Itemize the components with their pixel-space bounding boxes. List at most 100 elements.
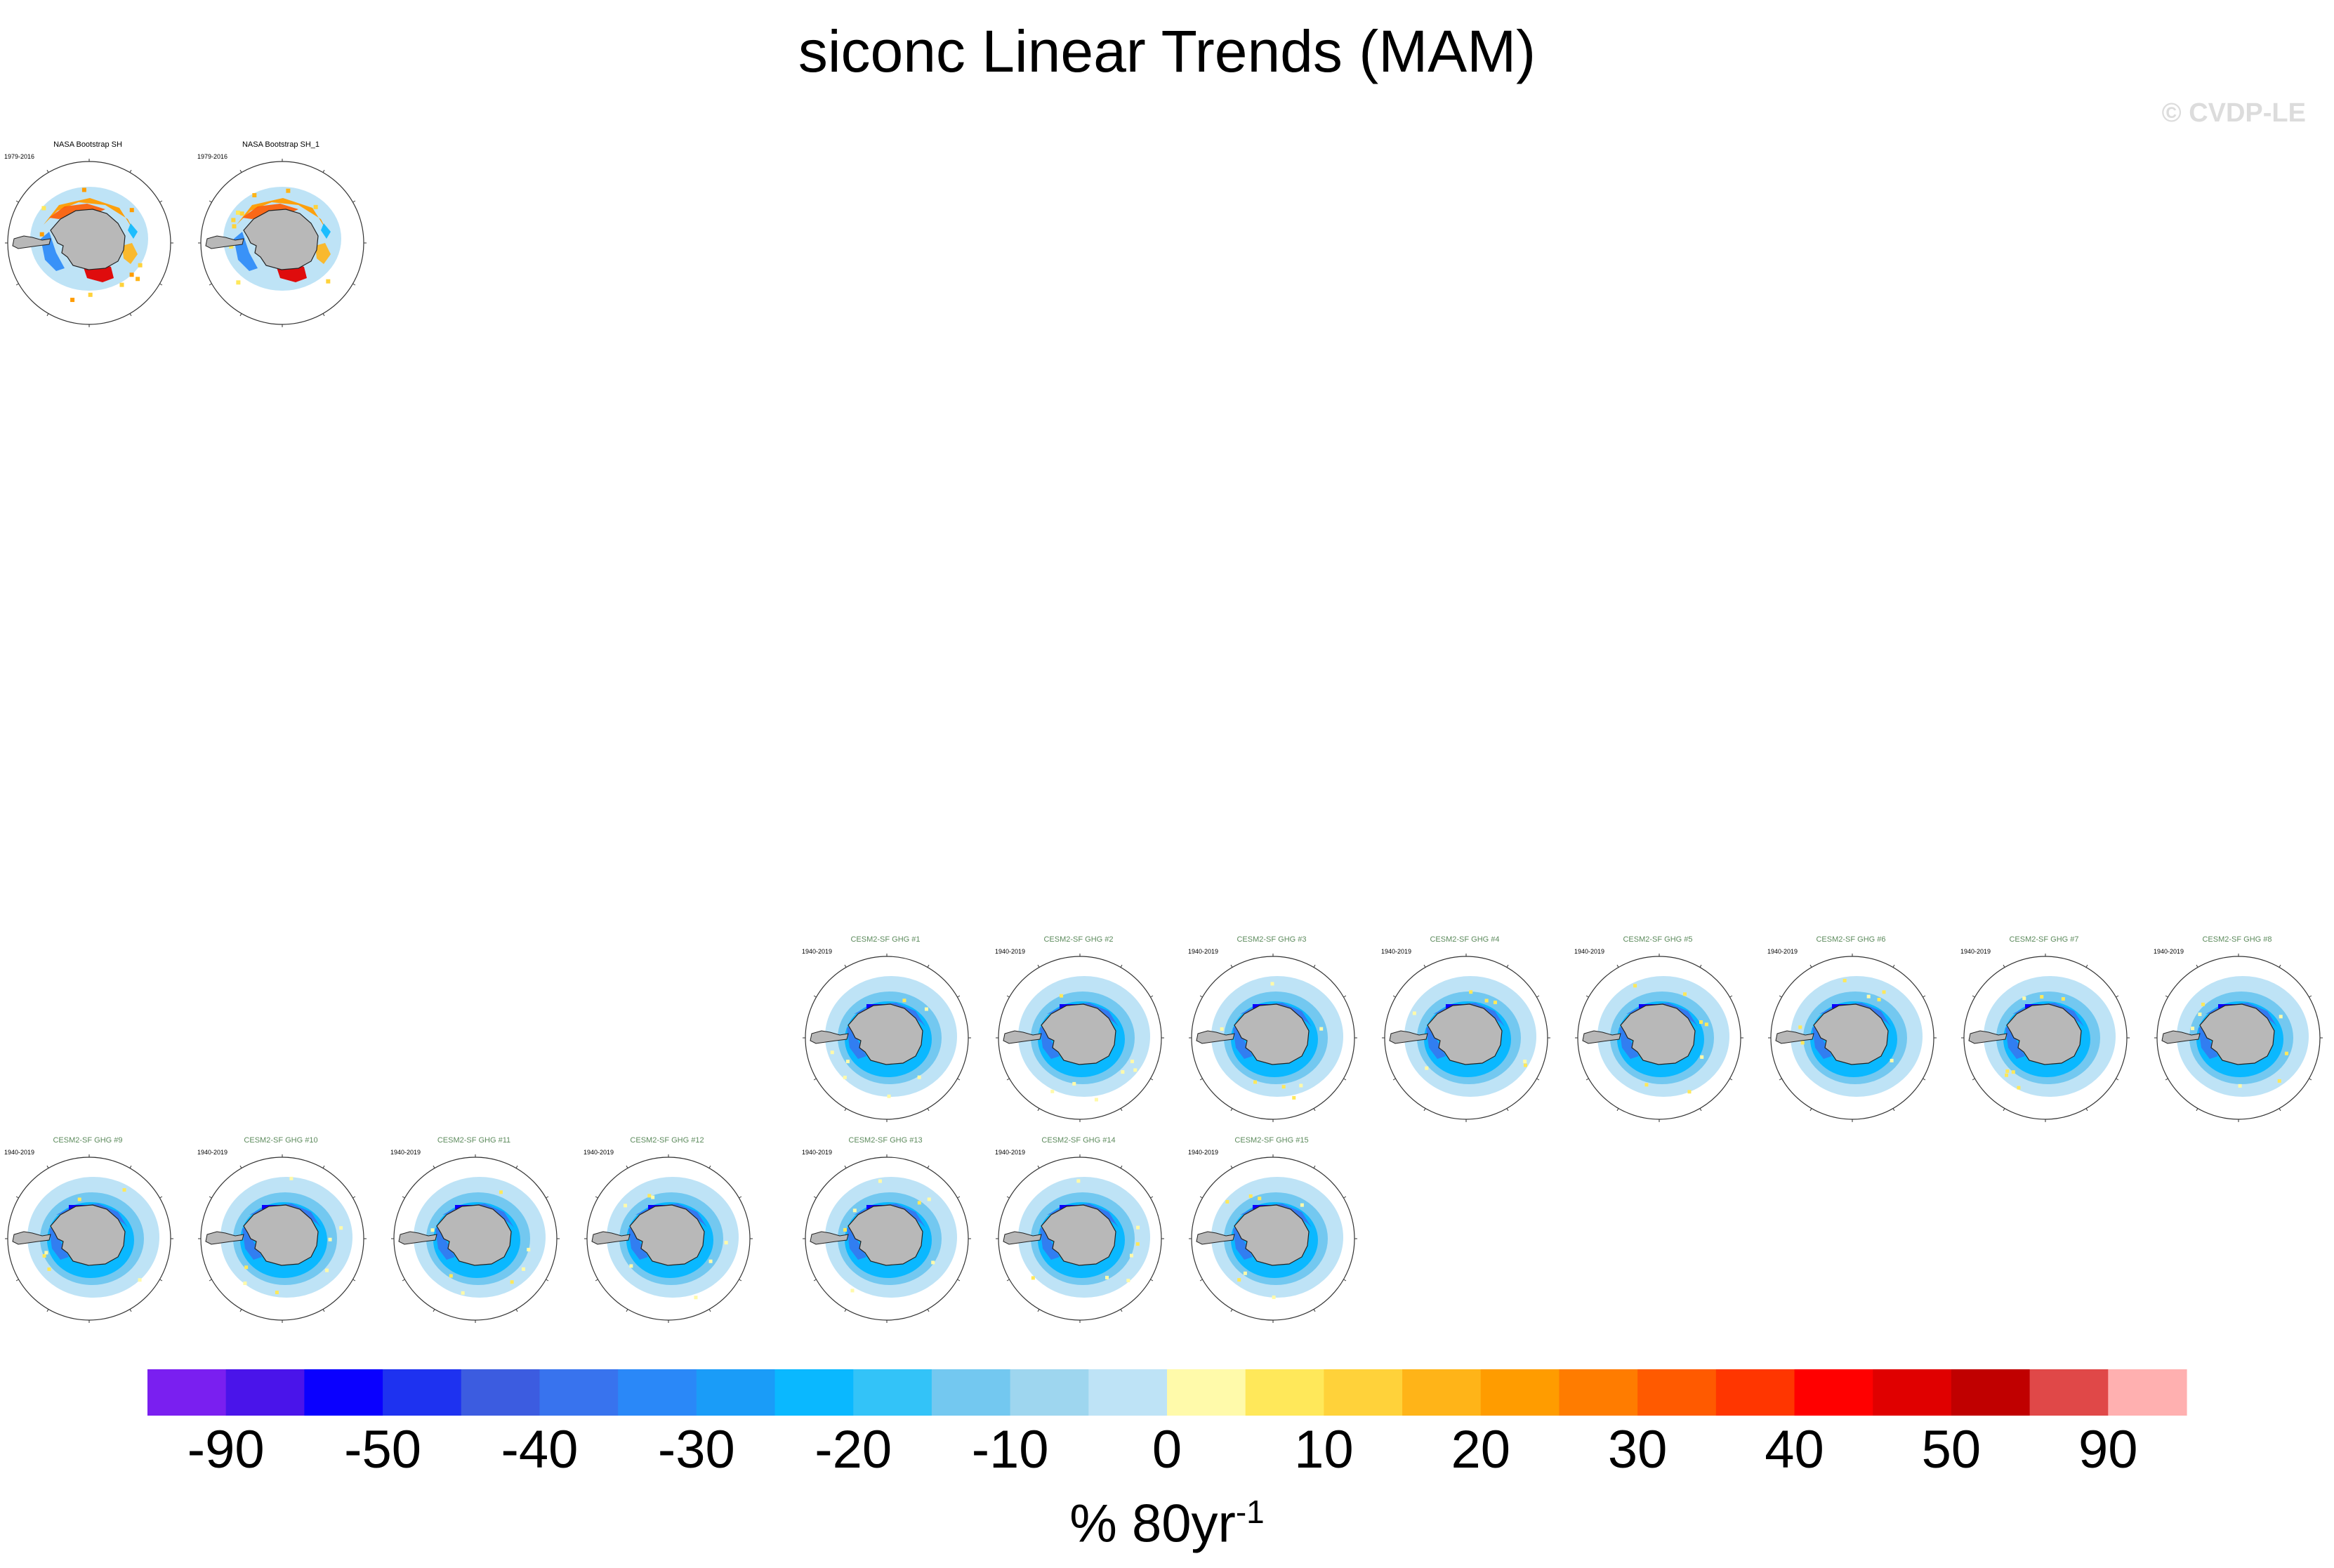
meridian-tick (957, 1279, 961, 1282)
meridian-tick (2309, 1078, 2312, 1081)
panel-period: 1940-2019 (197, 1149, 228, 1156)
antarctica-landmass (2006, 1003, 2082, 1065)
chart-title: siconc Linear Trends (MAM) (798, 18, 1536, 84)
antarctica-landmass (848, 1204, 923, 1266)
trend-cell (229, 244, 234, 249)
trend-cell (694, 1296, 698, 1300)
colorbar-tick-label: 50 (1922, 1420, 1982, 1475)
meridian-tick (1150, 1078, 1154, 1081)
meridian-tick (209, 1196, 212, 1199)
trend-cell (1253, 1080, 1258, 1084)
colorbar-tick-label: 90 (2078, 1420, 2138, 1475)
meridian-tick (1536, 1078, 1540, 1081)
trend-cell (1412, 1011, 1416, 1015)
meridian-tick (2279, 964, 2281, 968)
colorbar-swatch (461, 1369, 541, 1416)
meridian-tick (1343, 995, 1347, 998)
meridian-tick (159, 1279, 163, 1282)
panel-period: 1940-2019 (1574, 948, 1605, 955)
strong-negative-region (1619, 1024, 1639, 1059)
meridian-tick (1506, 964, 1509, 968)
trend-cell (1281, 1085, 1286, 1089)
meridian-tick (844, 964, 847, 968)
trend-cell (2284, 1051, 2288, 1055)
meridian-tick (15, 200, 19, 203)
meridian-tick (927, 1309, 930, 1312)
trend-cell (286, 188, 291, 193)
map-panel: CESM2-SF GHG #15 1940-2019 (1184, 1136, 1359, 1326)
trend-cell (244, 1265, 249, 1270)
trend-cell (1319, 1027, 1324, 1031)
map-panel: CESM2-SF GHG #10 1940-2019 (193, 1136, 369, 1326)
trend-cell (1121, 1070, 1125, 1074)
strong-negative-region (1040, 1024, 1060, 1059)
antarctica-landmass (629, 1204, 705, 1266)
colorbar-swatch (618, 1369, 697, 1416)
meridian-tick (46, 1165, 49, 1168)
meridian-tick (2279, 1108, 2281, 1112)
trend-cell (1060, 994, 1064, 998)
meridian-tick (46, 313, 49, 317)
trend-cell (629, 1264, 633, 1268)
trend-cell (136, 277, 140, 282)
panel-title: NASA Bootstrap SH (53, 140, 122, 149)
meridian-tick (1313, 1165, 1316, 1168)
polar-map (996, 954, 1164, 1122)
colorbar-swatch (1480, 1369, 1560, 1416)
meridian-tick (2309, 995, 2312, 998)
meridian-tick (2003, 964, 2005, 968)
strong-negative-region (242, 1225, 262, 1260)
strong-negative-region (847, 1024, 866, 1059)
trend-cell (1272, 1295, 1276, 1299)
panel-period: 1940-2019 (995, 948, 1026, 955)
colorbar-tick-label: -20 (815, 1420, 892, 1475)
south-america-landmass (205, 235, 244, 249)
meridian-tick (402, 1196, 405, 1199)
meridian-tick (1923, 1078, 1926, 1081)
antarctica-landmass (436, 1204, 512, 1266)
trend-cell (1699, 1020, 1703, 1025)
south-america-landmass (12, 235, 51, 249)
trend-cell (119, 282, 124, 287)
meridian-tick (813, 995, 817, 998)
colorbar-swatch (1559, 1369, 1638, 1416)
meridian-tick (1120, 964, 1123, 968)
trend-cell (252, 192, 257, 197)
south-america-landmass (810, 1030, 849, 1044)
meridian-tick (352, 1279, 356, 1282)
panel-title: NASA Bootstrap SH_1 (242, 140, 320, 149)
trend-cell (624, 1204, 628, 1208)
south-america-landmass (1196, 1030, 1235, 1044)
meridian-tick (1506, 1108, 1509, 1112)
meridian-tick (1343, 1196, 1347, 1199)
trend-cell (1798, 1025, 1802, 1029)
trend-cell (887, 1094, 891, 1098)
colorbar-units-label: % 80yr-1 (0, 1480, 2334, 1555)
trend-cell (2238, 1083, 2242, 1088)
meridian-tick (1037, 1309, 1040, 1312)
strong-negative-region (2198, 1024, 2218, 1059)
meridian-tick (352, 200, 356, 203)
strong-negative-region (435, 1225, 455, 1260)
colorbar-swatch (696, 1369, 776, 1416)
meridian-tick (1150, 1279, 1154, 1282)
meridian-tick (2165, 1078, 2168, 1081)
meridian-tick (1923, 995, 1926, 998)
meridian-tick (1230, 964, 1233, 968)
meridian-tick (2116, 995, 2119, 998)
antarctica-landmass (2199, 1003, 2275, 1065)
meridian-tick (1120, 1108, 1123, 1112)
antarctica-landmass (50, 209, 126, 270)
polar-map (5, 1154, 173, 1323)
meridian-tick (159, 283, 163, 286)
trend-cell (289, 1176, 294, 1180)
trend-cell (1133, 1068, 1138, 1072)
south-america-landmass (1968, 1030, 2007, 1044)
meridian-tick (15, 1196, 19, 1199)
meridian-tick (1892, 1108, 1895, 1112)
meridian-tick (1392, 995, 1396, 998)
colorbar-tick-label: -10 (972, 1420, 1049, 1475)
strong-negative-region (49, 1225, 69, 1260)
colorbar-swatch (1167, 1369, 1246, 1416)
meridian-tick (1699, 964, 1702, 968)
